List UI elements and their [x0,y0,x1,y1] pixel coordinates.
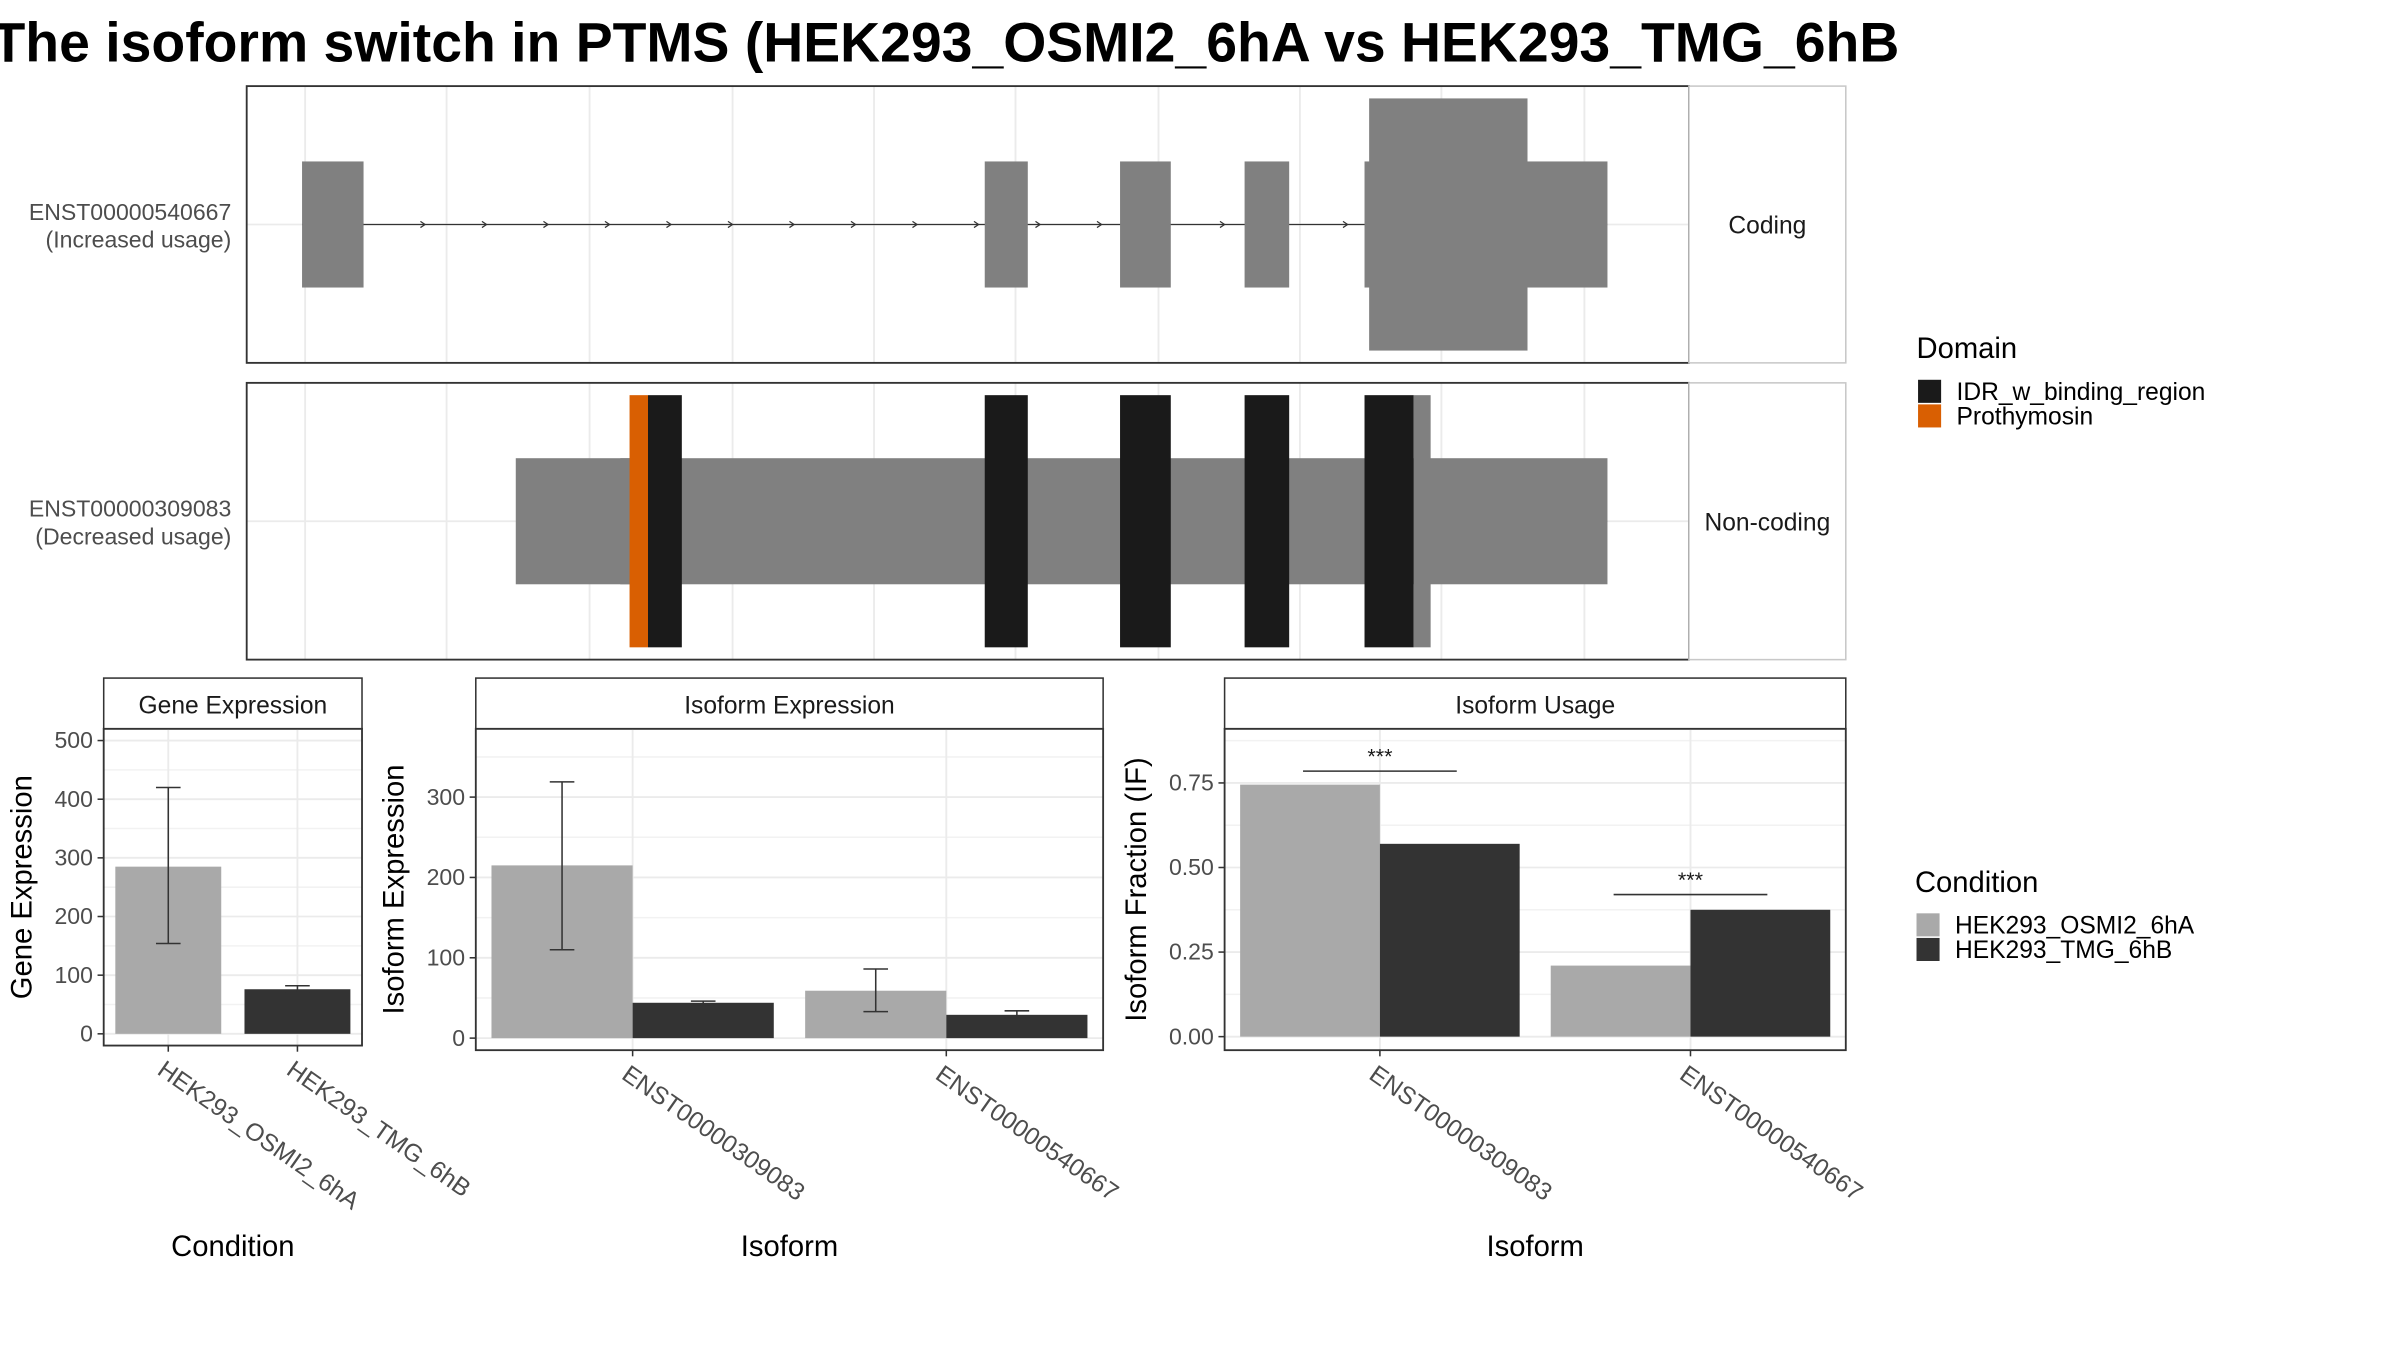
bar-chart-panels: Gene Expression0100200300400500HEK293_OS… [6,677,1867,1263]
bar [1690,909,1831,1037]
coding-exon [1369,98,1528,351]
strip-label: Coding [1728,213,1806,240]
y-tick-label: 0 [80,1021,93,1047]
x-tick-label: ENST00000309083 [617,1061,809,1207]
condition-legend-swatch [1916,913,1940,937]
y-tick-label: 0.00 [1169,1023,1214,1049]
bar [946,1014,1088,1039]
x-axis-title: Isoform [1487,1231,1584,1263]
y-tick-label: 0.50 [1169,854,1214,880]
structure-strip [1688,382,1847,661]
y-tick-label: 300 [427,784,465,810]
y-axis-title: Isoform Fraction (IF) [1121,757,1153,1021]
intron-arrow [789,220,796,229]
isoform-usage-label: (Increased usage) [46,227,232,253]
y-axis-title: Isoform Expression [379,765,411,1015]
isoform-structure-plot: Coding ENST00000540667(Increased usage) No… [29,85,1847,661]
intron-arrow [973,220,980,229]
intron-arrow [1219,220,1226,229]
bar [244,989,351,1034]
intron-arrow [1342,220,1349,229]
panel-title: Gene Expression [139,692,328,719]
domain-block [984,395,1028,648]
y-tick-label: 100 [427,944,465,970]
x-axis-title: Condition [171,1231,294,1263]
domain-legend-swatch [1918,379,1942,403]
panel-border [102,727,363,1047]
panel-border [1223,727,1847,1052]
coding-exon [1244,161,1290,288]
condition-legend-title: Condition [1915,867,2038,899]
structure-strip [1688,85,1847,364]
bar [1240,784,1380,1037]
condition-legend-label: HEK293_OSMI2_6hA [1955,912,2195,939]
intron-arrow [604,220,611,229]
panel-title: Isoform Usage [1455,692,1615,719]
coding-exon [984,161,1028,288]
domain-block [1413,395,1431,648]
intron-arrow [666,220,673,229]
y-tick-label: 100 [54,962,92,988]
intron-arrow [1035,220,1042,229]
coding-exon [302,161,364,288]
intron-arrow [481,220,488,229]
x-tick-label: ENST00000540667 [1675,1061,1867,1207]
y-tick-label: 400 [54,786,92,812]
x-tick-label: ENST00000540667 [931,1061,1123,1207]
y-tick-label: 200 [427,864,465,890]
isoform-axis-label: ENST00000309083 [29,496,231,522]
y-tick-label: 0 [452,1025,465,1051]
intron-arrow [912,220,919,229]
isoform-usage-label: (Decreased usage) [35,523,231,549]
significance-label: *** [1367,744,1393,768]
intron-arrow [850,220,857,229]
bar [632,1002,774,1039]
bar [1379,843,1520,1037]
domain-block [629,395,649,648]
panel-strip [102,677,363,730]
intron-arrow [543,220,550,229]
y-axis-title: Gene Expression [6,775,38,999]
intron-arrow [1096,220,1103,229]
domain-block [1120,395,1171,648]
panel-border [474,727,1105,1052]
strip-label: Non-coding [1704,509,1830,536]
domain-legend-swatch [1918,404,1942,428]
x-axis-title: Isoform [741,1231,838,1263]
domain-legend-label: Prothymosin [1956,403,2093,430]
domain-block [648,395,682,648]
y-tick-label: 500 [54,727,92,753]
figure-title: The isoform switch in PTMS (HEK293_OSMI2… [0,12,1899,74]
x-tick-label: ENST00000309083 [1364,1061,1556,1207]
y-tick-label: 200 [54,903,92,929]
intron-arrow [420,220,427,229]
coding-exon [1120,161,1171,288]
panel-strip [475,677,1104,730]
y-tick-label: 0.25 [1169,939,1214,965]
domain-legend-title: Domain [1917,333,2018,365]
y-tick-label: 0.75 [1169,770,1214,796]
y-tick-label: 300 [54,845,92,871]
significance-label: *** [1678,868,1704,892]
domain-block [1364,395,1414,648]
domain-block [1244,395,1290,648]
condition-legend-label: HEK293_TMG_6hB [1955,937,2172,964]
bar [1550,965,1691,1037]
intron-arrow [727,220,734,229]
isoform-axis-label: ENST00000540667 [29,199,231,225]
condition-legend-swatch [1916,937,1940,961]
domain-legend-label: IDR_w_binding_region [1956,379,2205,406]
panel-strip [1223,677,1847,730]
panel-title: Isoform Expression [684,692,894,719]
